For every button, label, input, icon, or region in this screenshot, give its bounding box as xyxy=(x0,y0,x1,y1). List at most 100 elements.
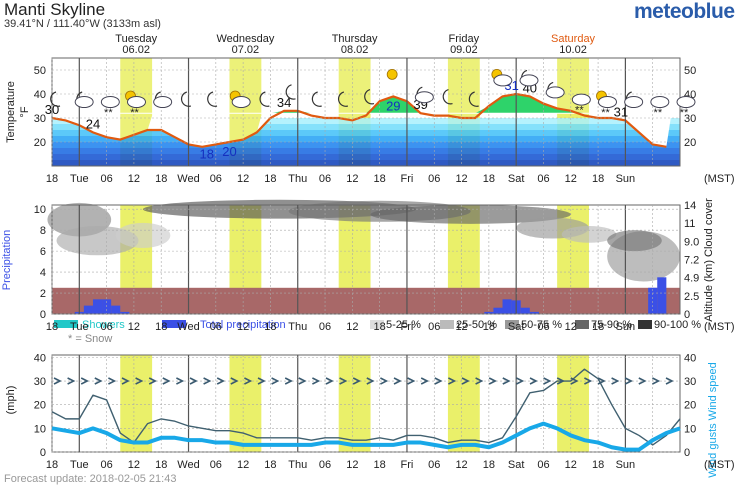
time-tick-label: 18 xyxy=(46,321,58,333)
wind-direction-arrow xyxy=(420,377,429,385)
day-date-label: 09.02 xyxy=(450,44,478,56)
time-tick-label: 12 xyxy=(237,173,249,185)
cloud-moon-icon xyxy=(74,91,94,108)
total-precip-legend-label: Total precipitation xyxy=(200,319,286,331)
wind-direction-arrow xyxy=(203,377,212,385)
sun-icon xyxy=(386,69,398,80)
wind-axis-title: (mph) xyxy=(5,386,17,415)
time-tick-label: 18 xyxy=(264,321,276,333)
time-tick-label: 18 xyxy=(264,173,276,185)
day-name-label: Friday xyxy=(449,33,480,45)
cloud-shape xyxy=(100,96,120,108)
moon-shape xyxy=(311,91,322,107)
time-tick-label: 06 xyxy=(210,173,222,185)
forecast-update-text: Forecast update: 2018-02-05 21:43 xyxy=(4,473,177,485)
wind-panel: 0 0 10 10 20 20 30 30 40 40 (mph) Wind gusts Wind s… xyxy=(5,352,719,477)
wind-direction-arrow xyxy=(325,377,334,385)
temperature-axis-title: Temperature xyxy=(5,81,17,143)
temperature-color-band xyxy=(52,160,680,166)
cloud-legend-swatch xyxy=(440,320,454,329)
y2-tick-label: 30 xyxy=(684,113,696,125)
wind-direction-arrow xyxy=(352,377,361,385)
y-tick-label: 2 xyxy=(40,288,46,300)
y-tick-label: 0 xyxy=(40,309,46,321)
time-tick-label: Tue xyxy=(70,173,89,185)
cloud-shape xyxy=(493,74,513,87)
altitude-tick-label: 9.0 xyxy=(684,236,699,248)
cloud-shape xyxy=(127,96,146,108)
time-tick-label: 18 xyxy=(46,459,58,471)
daylight-band xyxy=(120,355,153,452)
wind-direction-arrow xyxy=(448,377,457,385)
temperature-color-band xyxy=(52,136,680,142)
cloud-shape xyxy=(519,74,539,87)
time-tick-label: 18 xyxy=(483,321,495,333)
wind-direction-arrow xyxy=(502,377,511,385)
time-tick-label: Wed xyxy=(177,173,199,185)
cloud-legend-label: 90-100 % xyxy=(654,319,701,331)
time-tick-label: Fri xyxy=(401,173,414,185)
y-tick-label: 8 xyxy=(40,225,46,237)
temperature-value-label: 24 xyxy=(86,116,100,131)
wind-direction-arrow xyxy=(271,377,280,385)
time-tick-label: 18 xyxy=(264,459,276,471)
y-tick-label: 30 xyxy=(34,113,46,125)
time-tick-label: 12 xyxy=(565,459,577,471)
meteoblue-logo[interactable]: meteoblue xyxy=(634,0,735,23)
cloud-legend-label: 50-75 % xyxy=(521,319,562,331)
cloud-shape xyxy=(598,96,617,108)
y2-tick-label: 0 xyxy=(684,447,690,459)
temperature-color-band xyxy=(52,142,680,148)
wind-direction-arrow xyxy=(53,377,62,385)
moon-icon xyxy=(259,91,270,107)
cloud-legend-swatch xyxy=(638,320,652,329)
time-tick-label: 18 xyxy=(483,459,495,471)
y-tick-label: 40 xyxy=(34,352,46,364)
wind-direction-arrow xyxy=(284,377,293,385)
altitude-tick-label: 4.9 xyxy=(684,273,699,285)
day-name-label: Saturday xyxy=(551,33,596,45)
y2-tick-label: 50 xyxy=(684,65,696,77)
y2-tick-label: 30 xyxy=(684,376,696,388)
day-date-label: 08.02 xyxy=(341,44,369,56)
wind-direction-arrow xyxy=(434,377,443,385)
cloud-moon-icon xyxy=(153,91,173,108)
cloud-legend-swatch xyxy=(370,320,384,329)
altitude-tick-label: 2.5 xyxy=(684,291,699,303)
time-tick-label: 06 xyxy=(210,321,222,333)
moon-icon xyxy=(285,84,296,100)
moon-shape xyxy=(207,91,218,107)
daylight-band-overlay xyxy=(447,58,480,118)
cloud-shape xyxy=(545,86,565,99)
precipitation-bar xyxy=(502,299,512,314)
cloud-shape xyxy=(571,93,591,106)
y2-tick-label: 20 xyxy=(684,400,696,412)
snowflake-glyph: ** xyxy=(680,107,689,119)
altitude-tick-label: 14 xyxy=(684,200,696,212)
wind-direction-arrow xyxy=(176,377,185,385)
moon-shape xyxy=(442,89,453,105)
time-tick-label: 18 xyxy=(374,321,386,333)
wind-direction-arrow xyxy=(244,377,253,385)
sun-cloud-icon xyxy=(229,90,251,108)
day-date-label: 10.02 xyxy=(559,44,587,56)
wind-direction-arrow xyxy=(148,377,157,385)
y-tick-label: 30 xyxy=(34,376,46,388)
temperature-value-label: 18 xyxy=(199,146,213,161)
cloud-moon-icon xyxy=(519,69,539,87)
day-name-label: Thursday xyxy=(332,33,378,45)
time-tick-label: Sun xyxy=(616,459,636,471)
wind-direction-arrow xyxy=(108,377,117,385)
precipitation-legend: Showers Total precipitation * = Snow 5-25 %… xyxy=(54,319,701,345)
time-tick-label: 18 xyxy=(46,173,58,185)
above-freezing-fill xyxy=(52,94,667,114)
time-tick-label: 12 xyxy=(346,173,358,185)
day-name-label: Wednesday xyxy=(216,33,274,45)
time-tick-label: 06 xyxy=(319,173,331,185)
time-tick-label: 06 xyxy=(100,173,112,185)
wind-direction-arrow xyxy=(121,377,130,385)
time-tick-label: Sat xyxy=(508,173,525,185)
cloud-shape xyxy=(650,96,670,108)
